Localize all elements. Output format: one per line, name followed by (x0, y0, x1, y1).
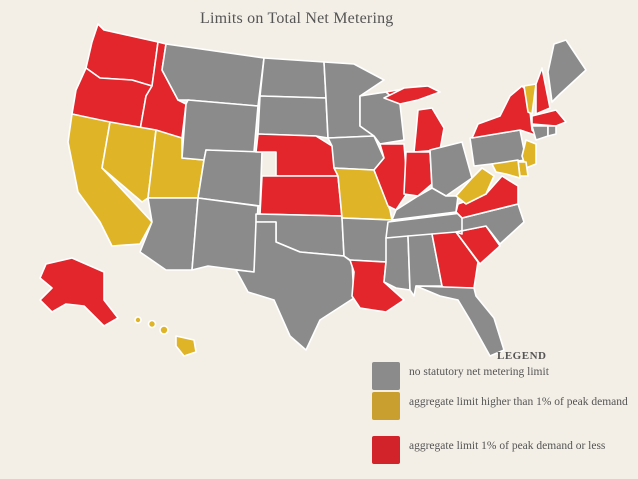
state-ohio (429, 141, 473, 197)
legend-swatch-none (372, 362, 400, 390)
state-hawaii-island-2 (147, 319, 157, 329)
state-arizona (139, 197, 199, 271)
state-hawaii (175, 335, 197, 357)
state-south-dakota (257, 95, 329, 139)
state-new-jersey (521, 139, 537, 169)
state-florida (415, 285, 505, 357)
legend-label-above: aggregate limit higher than 1% of peak d… (409, 396, 628, 408)
state-michigan-lower (413, 107, 445, 153)
state-new-mexico (191, 197, 259, 273)
state-virginia (455, 175, 519, 219)
state-montana (161, 43, 265, 107)
state-maryland (491, 159, 521, 179)
legend-swatch-above (372, 392, 400, 420)
state-rhode-island (547, 125, 557, 137)
state-alaska (39, 257, 119, 327)
state-iowa (327, 135, 385, 171)
state-mississippi (383, 235, 411, 291)
state-connecticut (531, 125, 549, 141)
state-new-hampshire (535, 67, 551, 115)
state-hawaii-island-3 (159, 325, 169, 335)
state-maine (547, 39, 587, 103)
state-north-carolina (455, 203, 525, 245)
legend-label-limited: aggregate limit 1% of peak demand or les… (409, 440, 606, 452)
state-indiana (403, 151, 433, 197)
state-michigan-upper (383, 85, 441, 105)
legend-label-none: no statutory net metering limit (409, 366, 549, 378)
map-title: Limits on Total Net Metering (200, 10, 394, 27)
state-west-virginia (455, 167, 495, 205)
state-texas (235, 221, 355, 351)
state-north-dakota (259, 57, 327, 99)
state-kansas (259, 175, 343, 217)
state-arkansas (341, 217, 393, 263)
state-massachusetts (531, 109, 567, 127)
state-colorado (197, 149, 263, 207)
state-vermont (523, 83, 537, 115)
state-nevada (101, 121, 157, 203)
legend-title: LEGEND (497, 350, 547, 362)
legend-swatch-limited (372, 436, 400, 464)
state-hawaii-island-1 (134, 316, 142, 324)
state-illinois (373, 143, 409, 211)
state-nebraska (255, 133, 339, 177)
state-kentucky (391, 187, 459, 221)
